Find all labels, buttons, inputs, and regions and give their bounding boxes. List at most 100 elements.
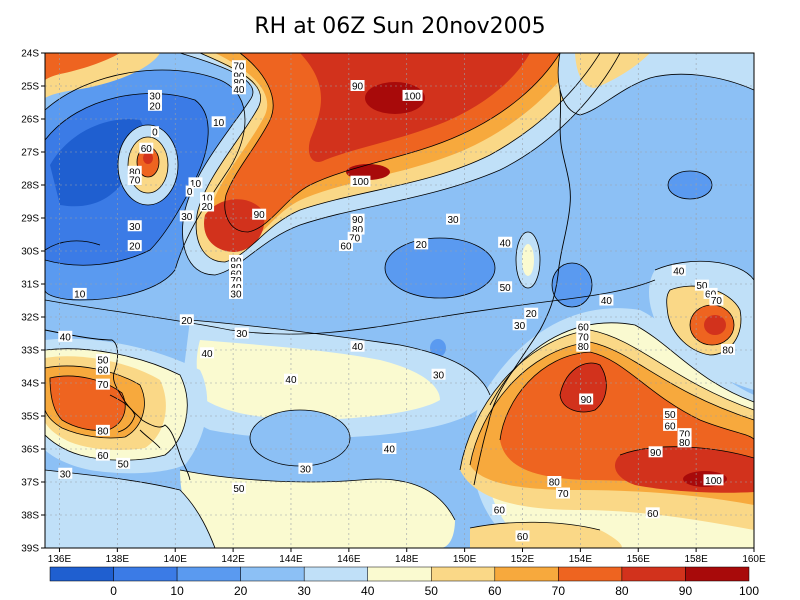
- contour-label-bg: [211, 116, 226, 128]
- contour-label-bg: [414, 238, 429, 250]
- contour-label-bg: [512, 319, 527, 331]
- contour-label: 30: [300, 464, 312, 475]
- contour-label-bg: [703, 474, 724, 486]
- contour-label: 40: [352, 342, 364, 353]
- contour-label-bg: [524, 307, 539, 319]
- contour-label: 0: [152, 128, 158, 139]
- contour-label: 60: [494, 506, 506, 517]
- contour-label: 20: [181, 316, 193, 327]
- contour-label: 70: [349, 233, 361, 244]
- contour-label-bg: [547, 476, 562, 487]
- colorbar-bin: [367, 566, 432, 582]
- y-tick-label: 33S: [21, 346, 39, 357]
- contour-label: 90: [352, 82, 364, 93]
- x-tick-label: 146E: [337, 554, 361, 565]
- contour-label-bg: [95, 378, 110, 390]
- contour-label: 50: [233, 484, 245, 495]
- contour-label-bg: [446, 213, 461, 225]
- south-light: [180, 470, 455, 548]
- contour-label-bg: [283, 373, 298, 385]
- colorbar-label: 40: [361, 584, 375, 598]
- contour-label: 90: [650, 448, 662, 459]
- contour-label-bg: [431, 368, 446, 380]
- colorbar-bin: [240, 566, 305, 582]
- contour-label: 80: [722, 346, 734, 357]
- contour-label-bg: [498, 281, 513, 293]
- contour-label-bg: [703, 287, 718, 299]
- contour-label: 70: [679, 430, 691, 441]
- contour-label: 40: [500, 238, 512, 249]
- contour-label-bg: [179, 210, 194, 222]
- contour-label: 70: [711, 296, 723, 307]
- contour-label-bg: [663, 408, 678, 420]
- dry-region-0: [50, 119, 145, 207]
- contour-label-bg: [576, 330, 591, 342]
- colorbar-label: 70: [552, 584, 566, 598]
- contour-label: 40: [384, 445, 396, 456]
- contour-label: 80: [352, 225, 364, 236]
- x-tick-label: 148E: [395, 554, 419, 565]
- ne-moist-60: [575, 53, 650, 88]
- y-tick-label: 32S: [21, 313, 39, 324]
- colorbar-bin: [685, 566, 750, 582]
- colorbar-bin: [621, 566, 686, 582]
- contour-label-bg: [127, 240, 142, 252]
- contour-label: 30: [60, 469, 72, 480]
- y-tick-label: 29S: [21, 214, 39, 225]
- colorbar-label: 60: [488, 584, 502, 598]
- north-moist-90b: [204, 199, 265, 252]
- y-axis-ticks: 24S 25S 26S 27S 28S 29S 30S 31S 32S 33S 34S 35S 36S 3…: [21, 49, 45, 555]
- y-tick-label: 37S: [21, 478, 39, 489]
- contour-label-bg: [599, 294, 614, 306]
- contour-label: 10: [201, 194, 213, 205]
- contour-label-bg: [95, 363, 110, 375]
- nw-corner-moist-80: [45, 53, 120, 80]
- contour-label: 60: [97, 451, 109, 462]
- x-tick-label: 140E: [164, 554, 188, 565]
- contour-label: 90: [254, 210, 266, 221]
- contour-label: 70: [557, 489, 569, 500]
- colorbar-label: 20: [234, 584, 248, 598]
- x-tick-label: 142E: [221, 554, 245, 565]
- contour-label: 20: [149, 101, 161, 112]
- contour-label: 80: [129, 167, 141, 178]
- contour-label: 80: [97, 426, 109, 437]
- contour-label: 40: [233, 85, 245, 96]
- contour-label-bg: [127, 174, 142, 186]
- contour-label-bg: [150, 126, 159, 138]
- x-tick-label: 154E: [569, 554, 593, 565]
- contour-label-bg: [350, 213, 365, 225]
- contour-label-bg: [648, 446, 663, 458]
- contour-label: 60: [141, 144, 153, 155]
- central-moist-50b: [522, 244, 534, 276]
- contour-label: 50: [97, 355, 109, 366]
- contour-label: 30: [149, 91, 161, 102]
- y-tick-label: 36S: [21, 445, 39, 456]
- contour-label: 60: [578, 322, 590, 333]
- contour-label-bg: [231, 482, 246, 494]
- contour-label: 30: [433, 370, 445, 381]
- contour-label: 100: [404, 91, 421, 102]
- contour-label: 70: [97, 380, 109, 391]
- contour-lines: [45, 53, 754, 548]
- x-tick-label: 136E: [48, 554, 72, 565]
- colorbar-label: 10: [170, 584, 184, 598]
- x-tick-label: 156E: [627, 554, 651, 565]
- contour-label: 100: [352, 177, 369, 188]
- contour-label-bg: [127, 220, 142, 232]
- contour-label-bg: [671, 264, 686, 276]
- y-tick-label: 28S: [21, 181, 39, 192]
- x-tick-label: 152E: [511, 554, 535, 565]
- contour-label: 40: [201, 349, 213, 360]
- contour-label: 10: [74, 289, 86, 300]
- east-moist-90: [704, 315, 726, 335]
- colorbar-label: 100: [739, 584, 759, 598]
- contour-label: 10: [213, 118, 225, 129]
- contour-label: 60: [97, 365, 109, 376]
- contour-label: 50: [500, 283, 512, 294]
- colorbar-label: 0: [110, 584, 117, 598]
- contour-label: 90: [581, 395, 593, 406]
- contour-label: 50: [118, 459, 130, 470]
- contour-label-bg: [228, 254, 243, 266]
- contour-label: 10: [190, 179, 202, 190]
